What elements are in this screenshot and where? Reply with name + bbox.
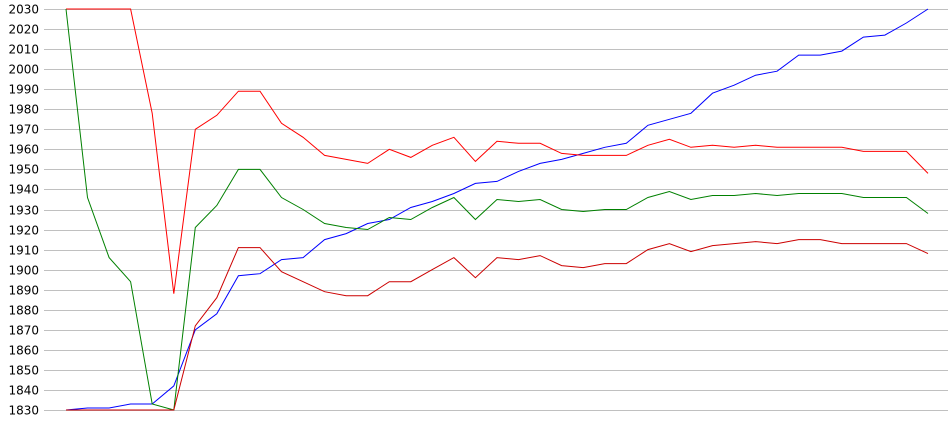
y-tick-label: 1930: [8, 204, 39, 218]
grid: [44, 9, 948, 411]
y-tick-label: 1900: [8, 264, 39, 278]
series-line-3: [65, 8, 929, 411]
y-axis-tick-labels: 2030 2020 2010 2000 1990 1980 1970 1960 1950 1940…: [8, 3, 39, 418]
series-lines: [65, 8, 929, 411]
y-tick-label: 1990: [8, 83, 39, 97]
y-tick-label: 1950: [8, 163, 39, 177]
y-tick-label: 1940: [8, 183, 39, 197]
series-line-1: [65, 8, 929, 411]
y-tick-label: 1860: [8, 344, 39, 358]
y-tick-label: 2020: [8, 23, 39, 37]
y-tick-label: 1890: [8, 284, 39, 298]
y-tick-label: 2010: [8, 43, 39, 57]
y-tick-label: 1910: [8, 244, 39, 258]
y-tick-label: 1970: [8, 123, 39, 137]
y-tick-label: 1870: [8, 324, 39, 338]
y-tick-label: 1880: [8, 304, 39, 318]
y-tick-label: 1830: [8, 404, 39, 418]
y-tick-label: 1960: [8, 143, 39, 157]
y-tick-label: 2000: [8, 63, 39, 77]
y-tick-label: 2030: [8, 3, 39, 17]
y-tick-label: 1980: [8, 103, 39, 117]
y-tick-label: 1850: [8, 364, 39, 378]
y-tick-label: 1840: [8, 384, 39, 398]
series-line-4: [66, 239, 929, 411]
series-line-2: [66, 8, 929, 294]
y-tick-label: 1920: [8, 224, 39, 238]
